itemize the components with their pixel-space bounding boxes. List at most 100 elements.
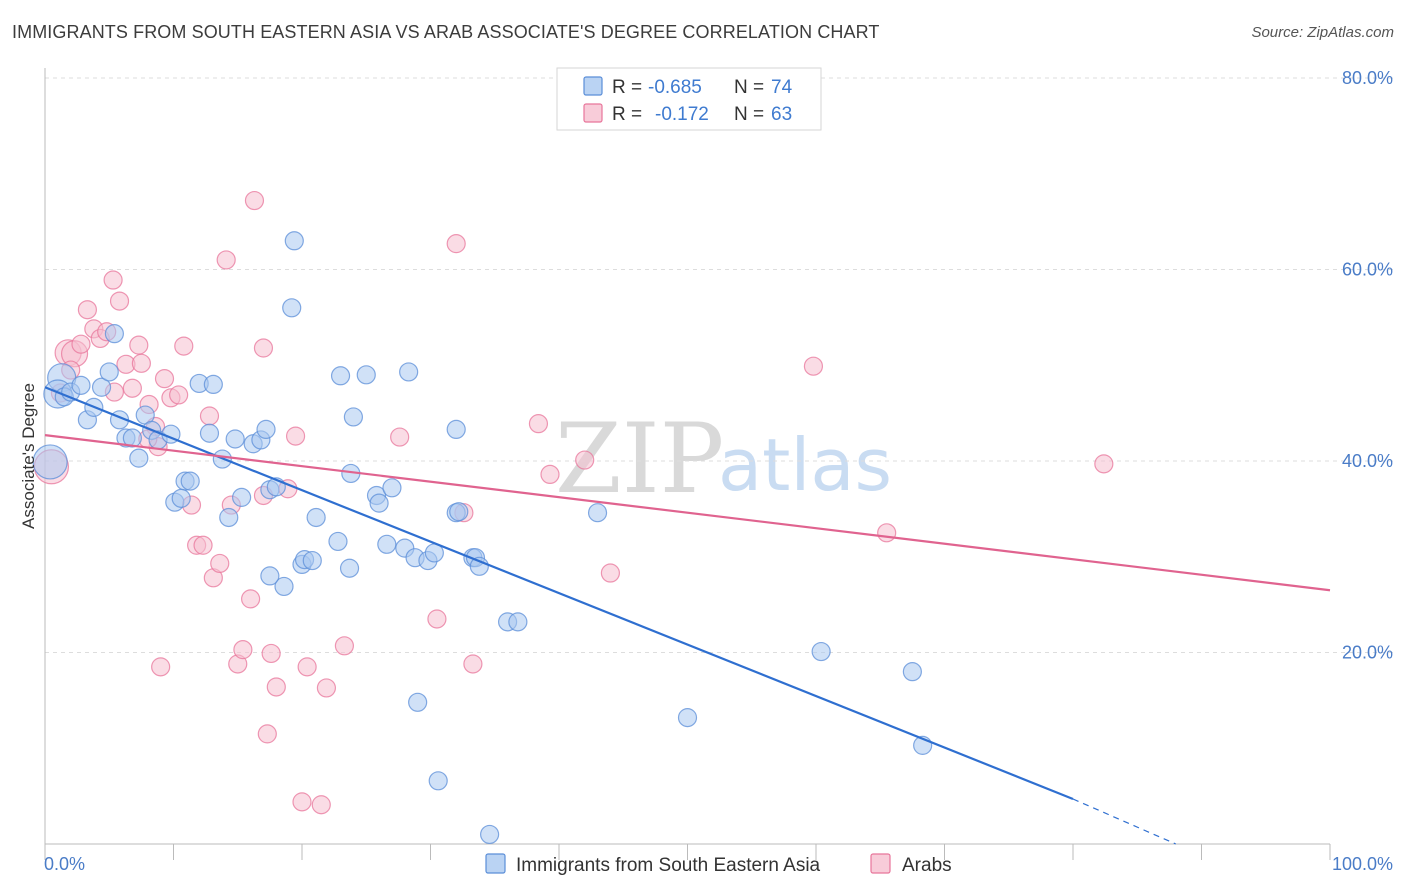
arabs-point-34 — [253, 338, 274, 358]
series-legend: Immigrants from South Eastern Asia Arabs — [485, 853, 952, 876]
source-label: Source: ZipAtlas.com — [1251, 24, 1394, 41]
arabs-point-51 — [540, 464, 560, 485]
bottom-legend-swatch-arabs — [870, 853, 891, 874]
arabs-point-9 — [103, 270, 123, 290]
sea-trend-extension — [1072, 798, 1177, 845]
sea-point-39 — [306, 507, 326, 528]
arabs-point-43 — [316, 678, 337, 698]
y-tick-label-3: 80.0% — [1342, 68, 1393, 88]
sea-point-49 — [382, 478, 402, 498]
stats-legend: R = -0.685 N = 74 R = -0.172 N = 63 — [556, 67, 822, 131]
trend-lines — [44, 386, 1331, 845]
sea-point-48 — [377, 534, 397, 554]
sea-point-13 — [129, 448, 149, 468]
arabs-point-31 — [233, 640, 253, 660]
sea-point-4 — [71, 375, 91, 395]
legend-n-label-sea: N = — [734, 77, 764, 98]
sea-point-59 — [449, 502, 469, 522]
sea-point-45 — [356, 365, 376, 385]
legend-r-label-sea: R = — [612, 77, 642, 98]
arabs-point-28 — [216, 250, 236, 270]
sea-point-35 — [284, 231, 304, 251]
y-tick-labels: 20.0% 40.0% 60.0% 80.0% — [1342, 68, 1393, 663]
sea-point-53 — [408, 692, 428, 712]
sea-point-47 — [369, 493, 389, 513]
sea-point-25 — [219, 507, 239, 528]
arabs-point-32 — [241, 589, 261, 609]
sea-point-66 — [587, 503, 608, 523]
arabs-point-55 — [803, 356, 824, 376]
arabs-point-40 — [292, 792, 312, 812]
legend-r-value-sea: -0.685 — [648, 77, 702, 98]
legend-swatch-arabs — [583, 103, 603, 123]
y-axis-label: Associate's Degree — [19, 383, 38, 529]
sea-point-34 — [282, 298, 302, 318]
arabs-point-47 — [446, 234, 466, 254]
sea-point-33 — [274, 576, 294, 597]
legend-swatch-sea — [583, 76, 603, 96]
chart-title: IMMIGRANTS FROM SOUTH EASTERN ASIA VS AR… — [12, 22, 880, 42]
sea-point-73 — [32, 444, 68, 480]
watermark-atlas: atlas — [718, 423, 892, 507]
arabs-point-35 — [257, 724, 277, 744]
sea-point-26 — [225, 429, 245, 449]
arabs-point-27 — [210, 553, 230, 574]
sea-point-12 — [122, 428, 142, 448]
arabs-point-44 — [334, 636, 355, 656]
sea-point-72 — [171, 488, 191, 508]
arabs-point-57 — [1094, 454, 1114, 474]
sea-point-56 — [428, 771, 448, 791]
arabs-point-5 — [77, 300, 98, 320]
arabs-point-37 — [266, 677, 286, 697]
sea-point-23 — [203, 374, 223, 394]
sea-point-38 — [302, 550, 322, 571]
bottom-legend-swatch-sea — [485, 853, 506, 874]
sea-point-67 — [677, 708, 698, 728]
y-tick-label-0: 20.0% — [1342, 643, 1393, 663]
arabs-point-20 — [169, 385, 189, 405]
sea-point-71 — [260, 566, 280, 586]
arabs-point-14 — [131, 353, 151, 373]
sea-point-43 — [339, 558, 360, 578]
arabs-point-13 — [129, 335, 149, 355]
grid-lines — [45, 77, 1394, 653]
arabs-point-21 — [174, 336, 194, 356]
bottom-legend-label-sea: Immigrants from South Eastern Asia — [516, 855, 821, 876]
legend-n-label-arabs: N = — [734, 104, 764, 125]
sea-point-41 — [330, 366, 351, 386]
arabs-point-52 — [575, 450, 595, 470]
arabs-point-46 — [427, 609, 447, 629]
arabs-point-45 — [390, 427, 410, 447]
arabs-point-56 — [877, 523, 897, 543]
arabs-point-4 — [71, 334, 91, 354]
arabs-point-42 — [311, 795, 331, 815]
sea-point-51 — [399, 362, 419, 382]
arabs-point-12 — [122, 378, 142, 398]
arabs-point-39 — [285, 426, 306, 446]
sea-point-8 — [99, 362, 119, 382]
arabs-point-59 — [151, 657, 171, 677]
x-tick-labels: 0.0% 100.0% — [44, 854, 1393, 874]
arabs-point-41 — [297, 657, 317, 677]
legend-n-value-arabs: 63 — [771, 104, 792, 125]
x-tick-label-1: 100.0% — [1332, 854, 1393, 874]
arabs-point-53 — [600, 563, 621, 583]
y-tick-label-2: 60.0% — [1342, 260, 1393, 280]
arabs-point-36 — [261, 643, 281, 664]
sea-point-27 — [232, 487, 252, 507]
arabs-point-49 — [463, 654, 483, 674]
sea-point-20 — [180, 471, 200, 491]
sea-point-30 — [256, 419, 276, 440]
legend-n-value-sea: 74 — [771, 77, 793, 98]
bottom-legend-label-arabs: Arabs — [902, 855, 952, 876]
arabs-point-10 — [109, 291, 130, 311]
y-tick-label-1: 40.0% — [1342, 451, 1393, 471]
sea-point-40 — [328, 531, 348, 552]
arabs-point-24 — [193, 535, 213, 555]
sea-point-22 — [199, 423, 220, 443]
arabs-point-25 — [199, 406, 220, 426]
arabs-point-33 — [244, 190, 265, 211]
sea-point-68 — [811, 641, 831, 662]
sea-point-65 — [508, 612, 528, 632]
